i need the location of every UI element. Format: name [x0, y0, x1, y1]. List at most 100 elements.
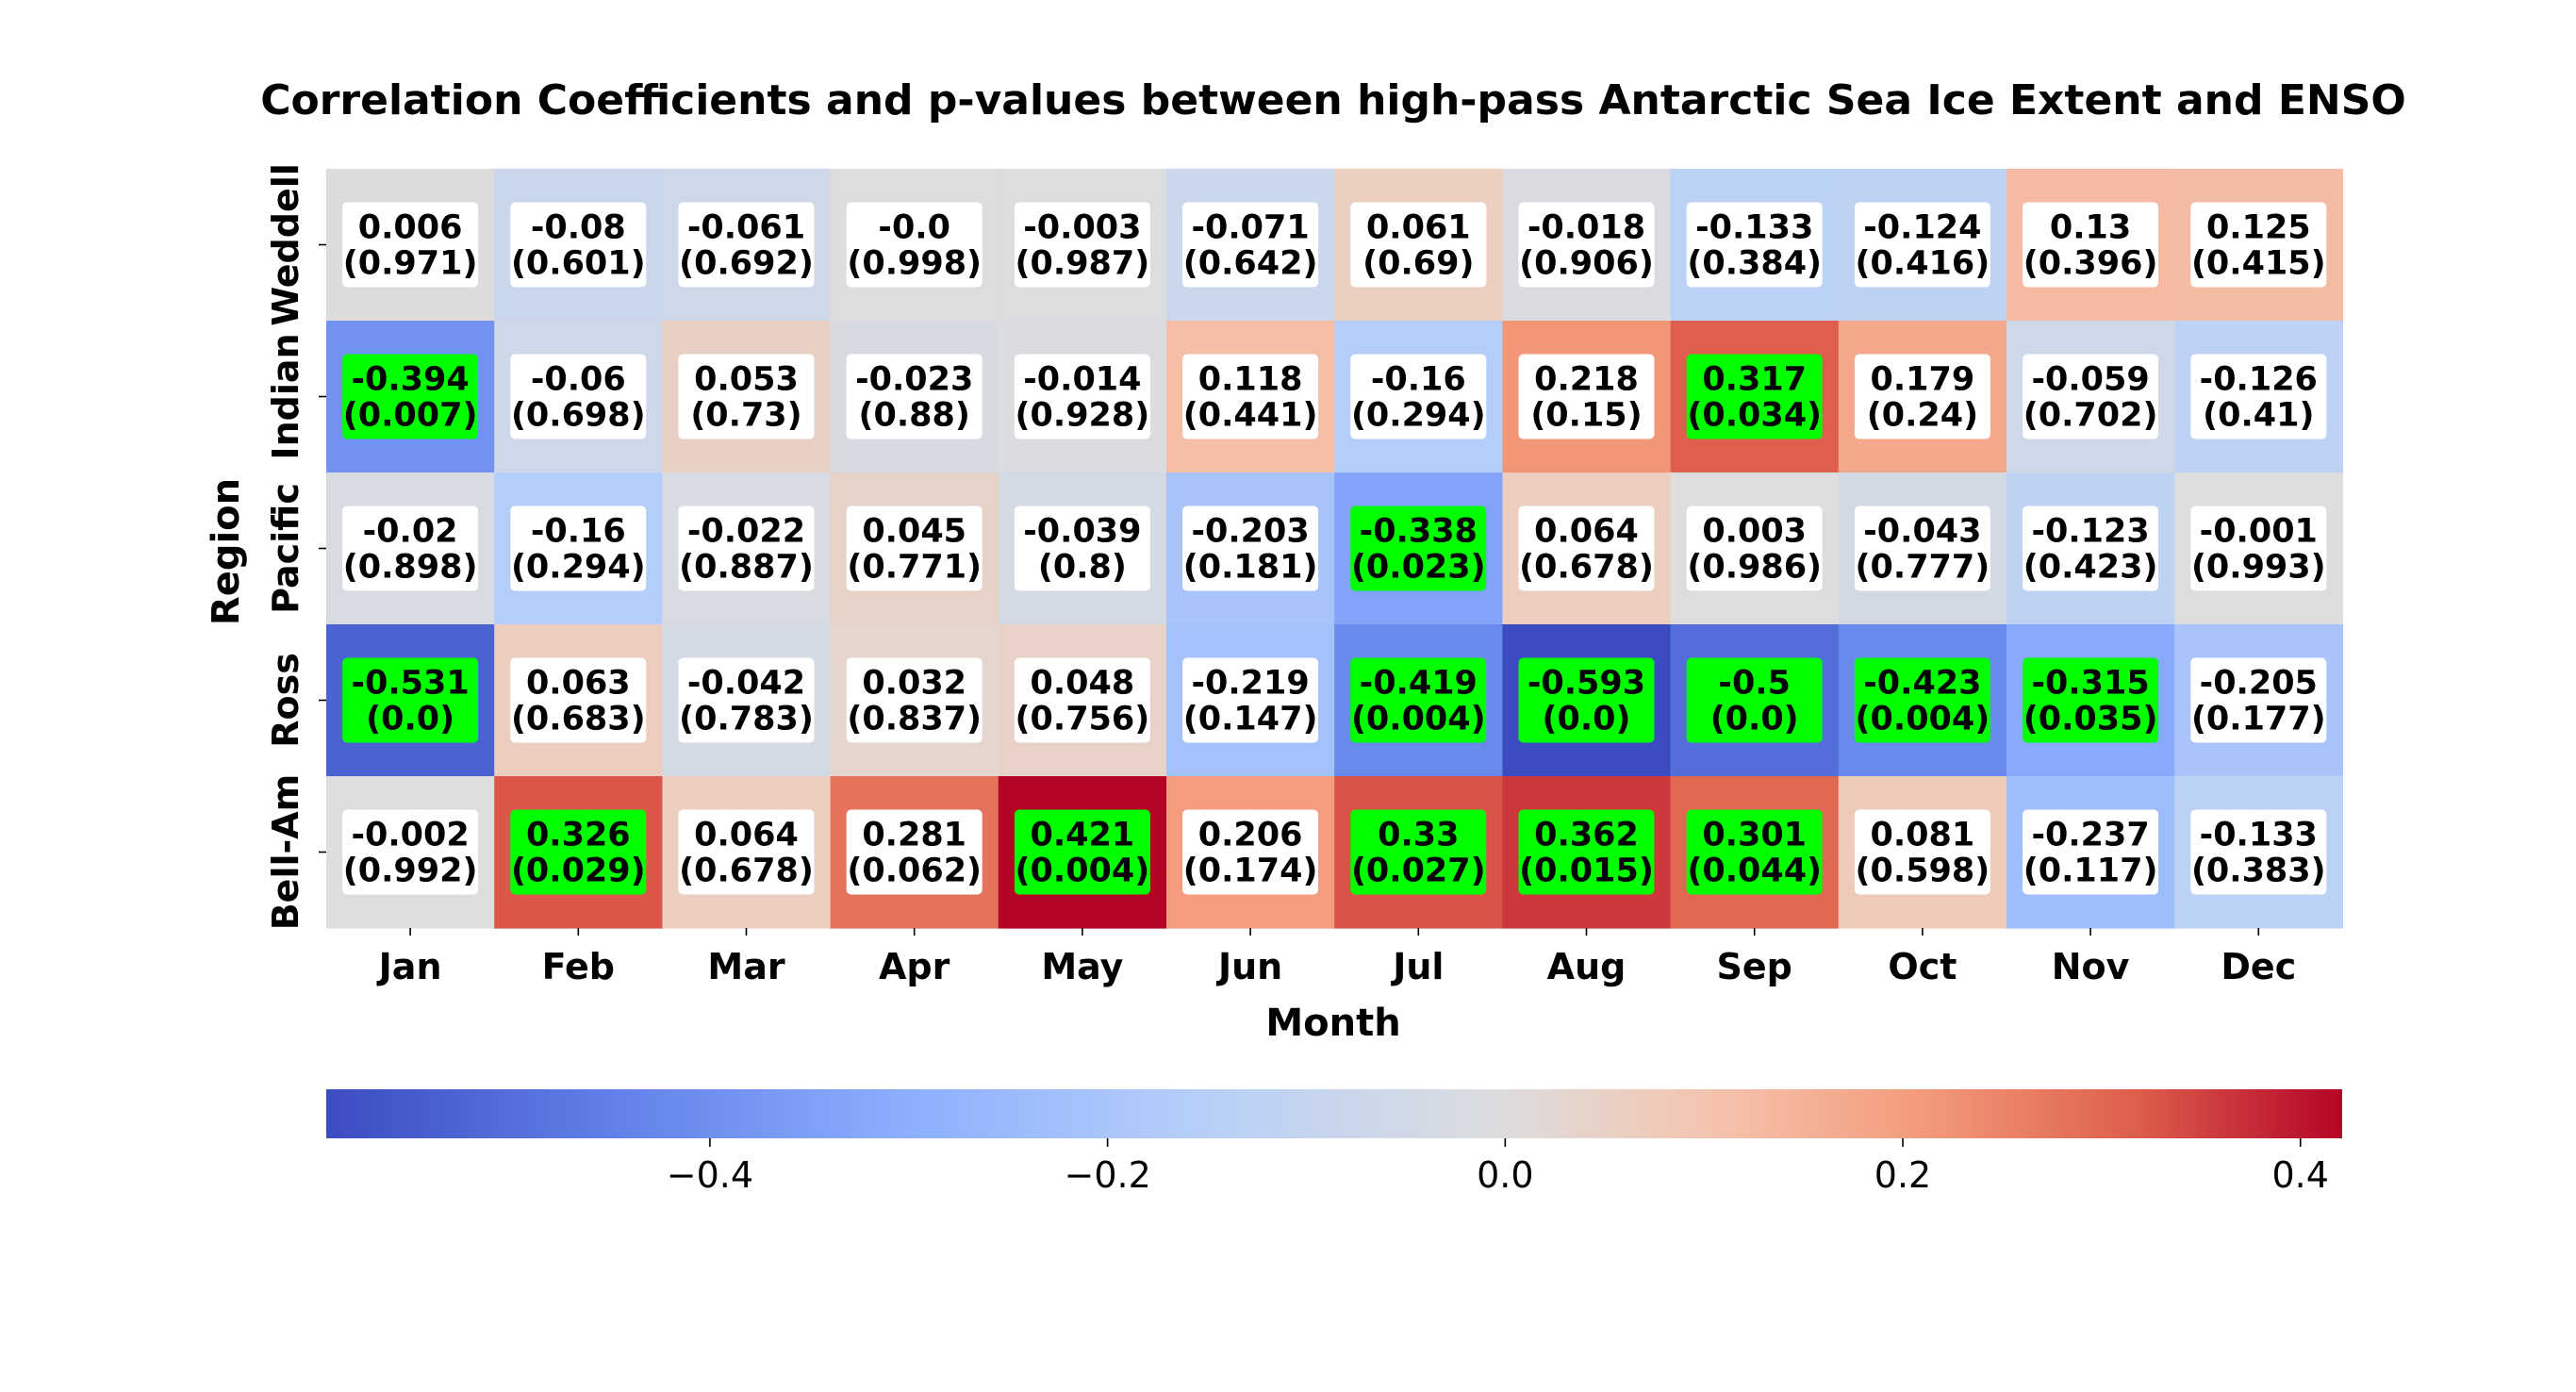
cell-correlation-label: -0.205: [2200, 665, 2318, 703]
cell-label-box: [1686, 202, 1823, 288]
cell-label-box: [1182, 202, 1319, 288]
cell-correlation-label: -0.043: [1863, 513, 1981, 551]
cell-correlation-label: 0.045: [862, 513, 966, 551]
cell-p-value-label: (0.898): [343, 549, 478, 587]
cell-p-value-label: (0.986): [1687, 549, 1822, 587]
cell-label-box: [678, 505, 815, 591]
cell-p-value-label: (0.034): [1687, 397, 1822, 435]
cell-correlation-label: -0.023: [855, 361, 973, 399]
cell-p-value-label: (0.023): [1351, 549, 1486, 587]
cell-correlation-label: -0.002: [351, 817, 469, 854]
cell-label-box: [846, 505, 983, 591]
cell-label-box: [1182, 657, 1319, 743]
cell-p-value-label: (0.24): [1867, 397, 1978, 435]
cell-correlation-label: 0.218: [1534, 361, 1639, 399]
cell-correlation-label: -0.022: [687, 513, 805, 551]
cell-correlation-label: -0.02: [363, 513, 458, 551]
cell-correlation-label: -0.042: [687, 665, 805, 703]
cell-p-value-label: (0.906): [1519, 245, 1654, 283]
cell-correlation-label: 0.179: [1871, 361, 1975, 399]
cell-label-box: [846, 657, 983, 743]
cell-p-value-label: (0.035): [2023, 701, 2158, 738]
cell-p-value-label: (0.383): [2191, 853, 2326, 890]
cell-p-value-label: (0.702): [2023, 397, 2158, 435]
cell-label-box: [342, 505, 479, 591]
cell-p-value-label: (0.928): [1016, 397, 1150, 435]
cell-p-value-label: (0.027): [1351, 853, 1486, 890]
cell-correlation-label: -0.018: [1527, 209, 1645, 247]
cell-correlation-label: -0.123: [2031, 513, 2149, 551]
cell-p-value-label: (0.601): [511, 245, 646, 283]
cell-p-value-label: (0.0): [1710, 701, 1799, 738]
cell-label-box: [1014, 505, 1150, 591]
cell-p-value-label: (0.007): [343, 397, 478, 435]
significance-highlight-box: [1350, 505, 1487, 591]
cell-p-value-label: (0.692): [679, 245, 814, 283]
cell-label-box: [2190, 657, 2327, 743]
cell-p-value-label: (0.69): [1362, 245, 1474, 283]
cell-correlation-label: -0.315: [2031, 665, 2149, 703]
cell-p-value-label: (0.294): [511, 549, 646, 587]
x-tick-label-may: May: [1041, 946, 1123, 987]
cell-label-box: [678, 657, 815, 743]
cell-correlation-label: -0.071: [1191, 209, 1309, 247]
y-axis: Weddell Indian Pacific Ross Bell-Am: [265, 163, 326, 930]
cell-p-value-label: (0.177): [2191, 701, 2326, 738]
x-tick-label-apr: Apr: [879, 946, 950, 987]
cell-correlation-label: -0.237: [2031, 817, 2149, 854]
cell-label-box: [2190, 354, 2327, 439]
cell-correlation-label: 0.053: [694, 361, 799, 399]
cell-labels: 0.006(0.971) -0.08(0.601) -0.061(0.692) -0.…: [342, 202, 2327, 895]
significance-highlight-box: [1686, 657, 1823, 743]
colorbar: [326, 1089, 2342, 1138]
significance-highlight-box: [2023, 657, 2159, 743]
cell-label-box: [510, 354, 647, 439]
x-tick-label-nov: Nov: [2052, 946, 2130, 987]
cell-correlation-label: -0.06: [531, 361, 626, 399]
cell-p-value-label: (0.015): [1519, 853, 1654, 890]
y-tick-label-pacific: Pacific: [265, 483, 306, 614]
cell-label-box: [510, 202, 647, 288]
cell-correlation-label: 0.003: [1702, 513, 1807, 551]
y-axis-title: Region: [205, 478, 248, 625]
cell-correlation-label: -0.423: [1863, 665, 1981, 703]
cell-correlation-label: 0.317: [1702, 361, 1807, 399]
cell-correlation-label: -0.531: [351, 665, 469, 703]
cell-label-box: [678, 354, 815, 439]
cell-correlation-label: -0.133: [2200, 817, 2318, 854]
cell-correlation-label: 0.063: [526, 665, 631, 703]
cell-p-value-label: (0.181): [1183, 549, 1318, 587]
x-axis-title: Month: [1265, 1002, 1400, 1045]
cell-p-value-label: (0.598): [1856, 853, 1990, 890]
cell-p-value-label: (0.698): [511, 397, 646, 435]
cell-label-box: [1014, 354, 1150, 439]
cell-correlation-label: -0.0: [878, 209, 950, 247]
cell-label-box: [2023, 505, 2159, 591]
significance-highlight-box: [1350, 809, 1487, 895]
cell-correlation-label: -0.126: [2200, 361, 2318, 399]
cell-label-box: [1014, 657, 1150, 743]
cell-correlation-label: -0.16: [531, 513, 626, 551]
cell-p-value-label: (0.771): [847, 549, 982, 587]
cell-correlation-label: -0.593: [1527, 665, 1645, 703]
significance-highlight-box: [342, 354, 479, 439]
cell-correlation-label: 0.032: [862, 665, 966, 703]
cell-label-box: [1014, 202, 1150, 288]
cell-label-box: [678, 202, 815, 288]
cell-correlation-label: 0.064: [1534, 513, 1639, 551]
x-tick-label-sep: Sep: [1717, 946, 1792, 987]
x-tick-label-dec: Dec: [2221, 946, 2296, 987]
cell-p-value-label: (0.294): [1351, 397, 1486, 435]
cell-p-value-label: (0.642): [1183, 245, 1318, 283]
cell-correlation-label: 0.125: [2206, 209, 2311, 247]
cell-p-value-label: (0.41): [2203, 397, 2314, 435]
cell-label-box: [1854, 505, 1990, 591]
cell-p-value-label: (0.887): [679, 549, 814, 587]
cell-label-box: [510, 505, 647, 591]
significance-highlight-box: [342, 657, 479, 743]
significance-highlight-box: [1518, 657, 1655, 743]
cell-correlation-label: 0.064: [694, 817, 799, 854]
cell-label-box: [1182, 809, 1319, 895]
cell-correlation-label: -0.419: [1360, 665, 1478, 703]
